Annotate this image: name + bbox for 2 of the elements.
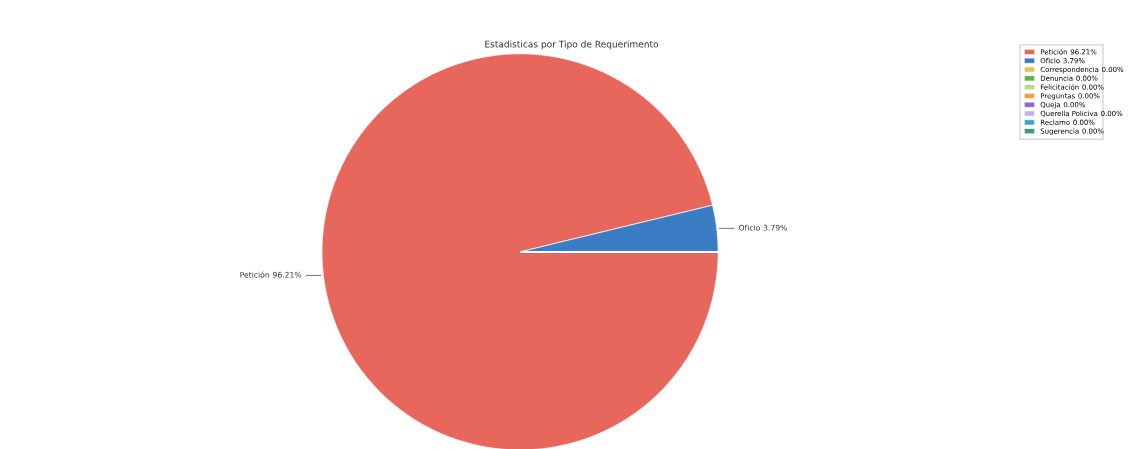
pie-slice <box>321 53 719 449</box>
chart-title: Estadisticas por Tipo de Requerimento <box>485 40 659 50</box>
